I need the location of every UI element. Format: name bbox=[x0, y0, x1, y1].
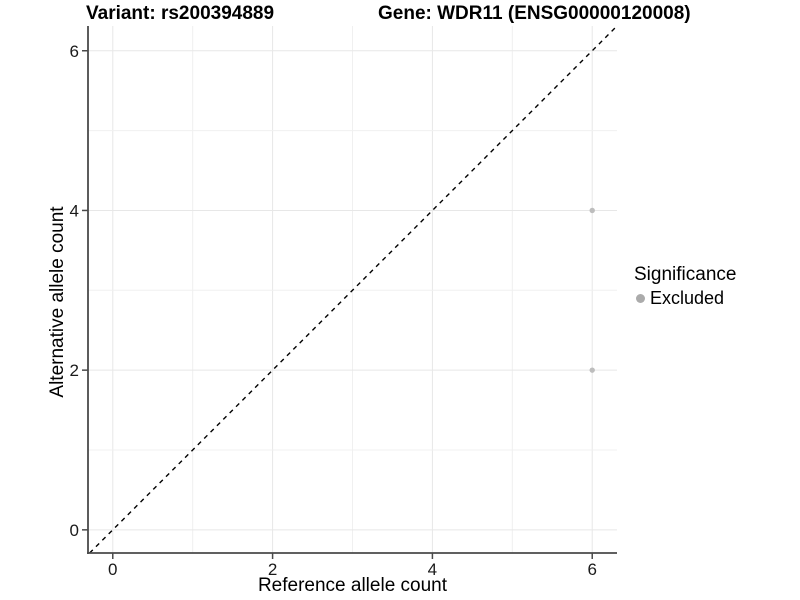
plot-title-gene: Gene: WDR11 (ENSG00000120008) bbox=[378, 3, 691, 24]
x-axis-title: Reference allele count bbox=[257, 575, 448, 596]
data-point bbox=[589, 367, 595, 373]
y-tick-label: 0 bbox=[70, 521, 79, 540]
y-tick-label: 4 bbox=[70, 201, 79, 220]
x-tick-label: 0 bbox=[108, 560, 117, 579]
y-axis-title: Alternative allele count bbox=[47, 206, 68, 398]
x-tick-label: 6 bbox=[587, 560, 596, 579]
y-tick-label: 2 bbox=[70, 361, 79, 380]
legend-title: Significance bbox=[634, 264, 737, 285]
y-tick-label: 6 bbox=[70, 42, 79, 61]
legend-item-excluded: Excluded bbox=[630, 288, 736, 309]
x-tick-label: 4 bbox=[428, 560, 437, 579]
legend-item-label: Excluded bbox=[650, 288, 725, 308]
identity-dashed-line bbox=[89, 25, 618, 554]
legend: Significance Excluded bbox=[630, 264, 736, 309]
data-point bbox=[589, 207, 595, 214]
x-tick-label: 2 bbox=[268, 560, 277, 579]
plot-title-variant: Variant: rs200394889 bbox=[86, 3, 275, 24]
legend-point-icon bbox=[636, 294, 645, 303]
